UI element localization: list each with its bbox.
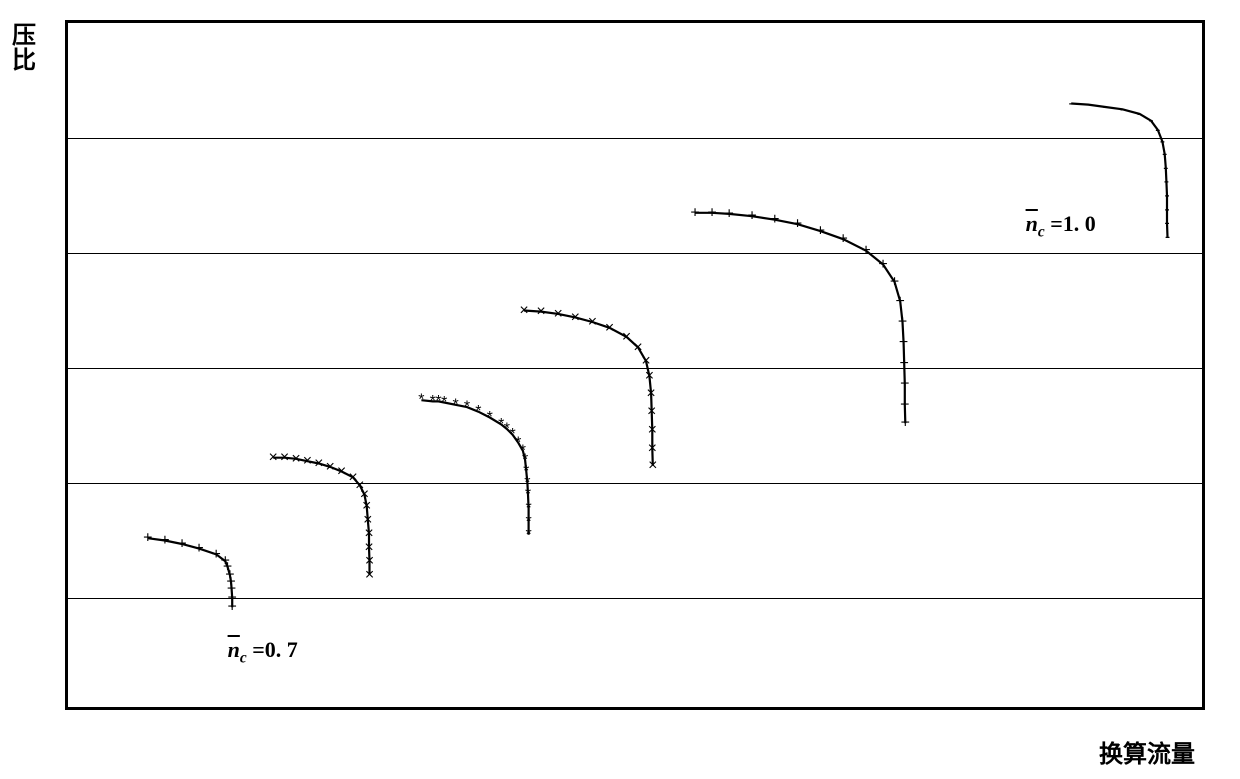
data-marker: + (228, 599, 237, 616)
data-marker: × (365, 567, 374, 584)
data-marker: + (143, 530, 152, 547)
data-marker: × (554, 305, 563, 322)
data-marker: + (690, 204, 699, 221)
speed-line-n0.9 (695, 213, 905, 423)
data-marker: + (177, 536, 186, 553)
data-marker: × (588, 314, 597, 331)
data-marker: + (901, 415, 910, 432)
data-marker: - (1069, 95, 1074, 112)
data-marker: × (648, 422, 657, 439)
data-marker: + (793, 216, 802, 233)
data-marker: × (314, 455, 323, 472)
data-marker: × (280, 449, 289, 466)
plot-frame: ++++++++++++××××××××××××××××************… (65, 20, 1205, 710)
data-marker: × (648, 440, 657, 457)
speed-annotation: nc =1. 0 (1026, 211, 1096, 241)
data-marker: - (1120, 101, 1125, 118)
data-marker: + (900, 396, 909, 413)
data-marker: + (160, 532, 169, 549)
data-marker: + (900, 376, 909, 393)
data-marker: × (622, 328, 631, 345)
data-marker: × (291, 450, 300, 467)
data-marker: × (605, 319, 614, 336)
data-marker: + (212, 546, 221, 563)
data-marker: × (571, 309, 580, 326)
data-marker: + (770, 211, 779, 228)
speed-line-n0.85 (524, 311, 653, 466)
data-marker: × (648, 457, 657, 474)
data-marker: + (725, 205, 734, 222)
data-marker: + (900, 355, 909, 372)
data-marker: * (464, 399, 470, 416)
curves-layer: ++++++++++++××××××××××××××××************… (68, 23, 1208, 713)
data-marker: + (878, 256, 887, 273)
data-marker: - (1086, 96, 1091, 113)
data-marker: * (452, 396, 458, 413)
data-marker: - (1148, 112, 1153, 129)
data-marker: × (326, 458, 335, 475)
data-marker: * (475, 403, 481, 420)
data-marker: × (269, 449, 278, 466)
data-marker: + (899, 334, 908, 351)
data-marker: * (525, 526, 531, 543)
speed-annotation: nc =0. 7 (228, 637, 298, 667)
data-marker: × (536, 303, 545, 320)
data-marker: * (418, 392, 424, 409)
data-marker: × (303, 453, 312, 470)
data-marker: + (816, 223, 825, 240)
speed-line-n0.8 (421, 400, 528, 535)
data-marker: × (337, 463, 346, 480)
data-marker: + (896, 293, 905, 310)
data-marker: + (890, 273, 899, 290)
compressor-map-figure: ++++++++++++××××××××××××××××************… (0, 0, 1240, 779)
data-marker: * (487, 409, 493, 426)
data-marker: - (1103, 99, 1108, 116)
data-marker: - (1165, 228, 1170, 245)
data-marker: + (747, 208, 756, 225)
data-marker: × (646, 385, 655, 402)
data-marker: + (861, 242, 870, 259)
data-marker: * (441, 394, 447, 411)
data-marker: × (647, 403, 656, 420)
data-marker: - (1137, 105, 1142, 122)
data-marker: + (194, 540, 203, 557)
data-marker: × (519, 302, 528, 319)
data-marker: + (839, 231, 848, 248)
data-marker: + (707, 204, 716, 221)
x-axis-label: 换算流量 (1099, 734, 1195, 769)
data-marker: + (898, 314, 907, 331)
data-marker: × (645, 368, 654, 385)
y-axis-label: 压 比 (12, 24, 36, 74)
